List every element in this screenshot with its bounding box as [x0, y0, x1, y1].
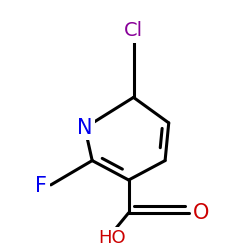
Text: Cl: Cl — [124, 21, 143, 40]
Text: HO: HO — [98, 229, 126, 247]
Text: N: N — [77, 118, 93, 138]
Text: O: O — [193, 203, 210, 223]
Text: F: F — [35, 176, 47, 196]
